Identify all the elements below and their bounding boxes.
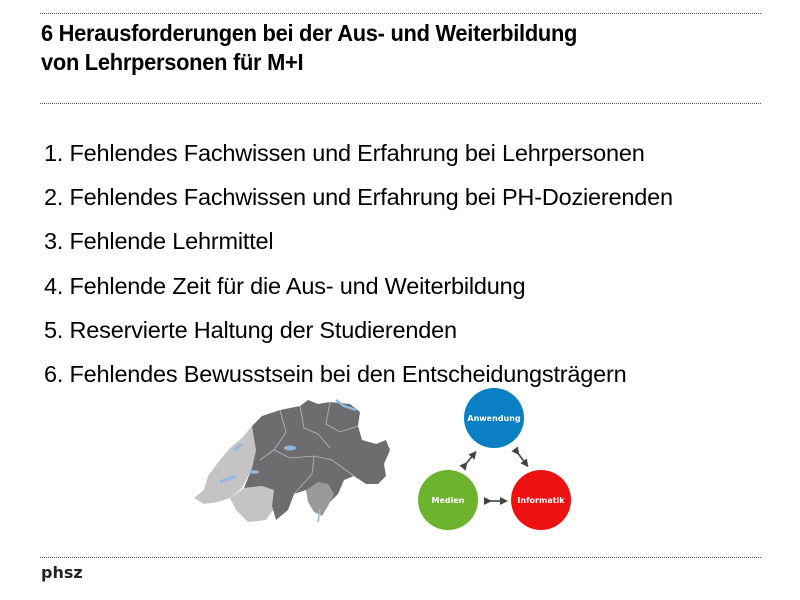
- list-item: 6. Fehlendes Bewusstsein bei den Entsche…: [44, 361, 627, 388]
- medien-node: Medien: [418, 470, 478, 530]
- top-divider: [40, 13, 761, 14]
- slide-title: 6 Herausforderungen bei der Aus- und Wei…: [41, 19, 720, 77]
- switzerland-map-icon: [190, 398, 400, 528]
- list-item: 2. Fehlendes Fachwissen und Erfahrung be…: [44, 184, 673, 211]
- list-item: 5. Reservierte Haltung der Studierenden: [44, 316, 457, 343]
- list-item: 3. Fehlende Lehrmittel: [44, 228, 274, 255]
- media-informatics-diagram: Anwendung Medien Informatik: [410, 386, 580, 534]
- double-arrow-icon: [459, 446, 529, 505]
- anwendung-node: Anwendung: [464, 388, 524, 448]
- list-item: 1. Fehlendes Fachwissen und Erfahrung be…: [44, 140, 645, 166]
- list-item: 4. Fehlende Zeit für die Aus- und Weiter…: [44, 272, 526, 299]
- footer-divider: [40, 557, 761, 558]
- title-divider: [40, 103, 761, 104]
- phsz-logo: phsz: [41, 563, 83, 582]
- informatik-node: Informatik: [511, 470, 571, 530]
- challenges-list: 1. Fehlendes Fachwissen und Erfahrung be…: [44, 131, 673, 396]
- title-line-1: 6 Herausforderungen bei der Aus- und Wei…: [41, 20, 578, 46]
- title-line-2: von Lehrpersonen für M+I: [41, 49, 304, 75]
